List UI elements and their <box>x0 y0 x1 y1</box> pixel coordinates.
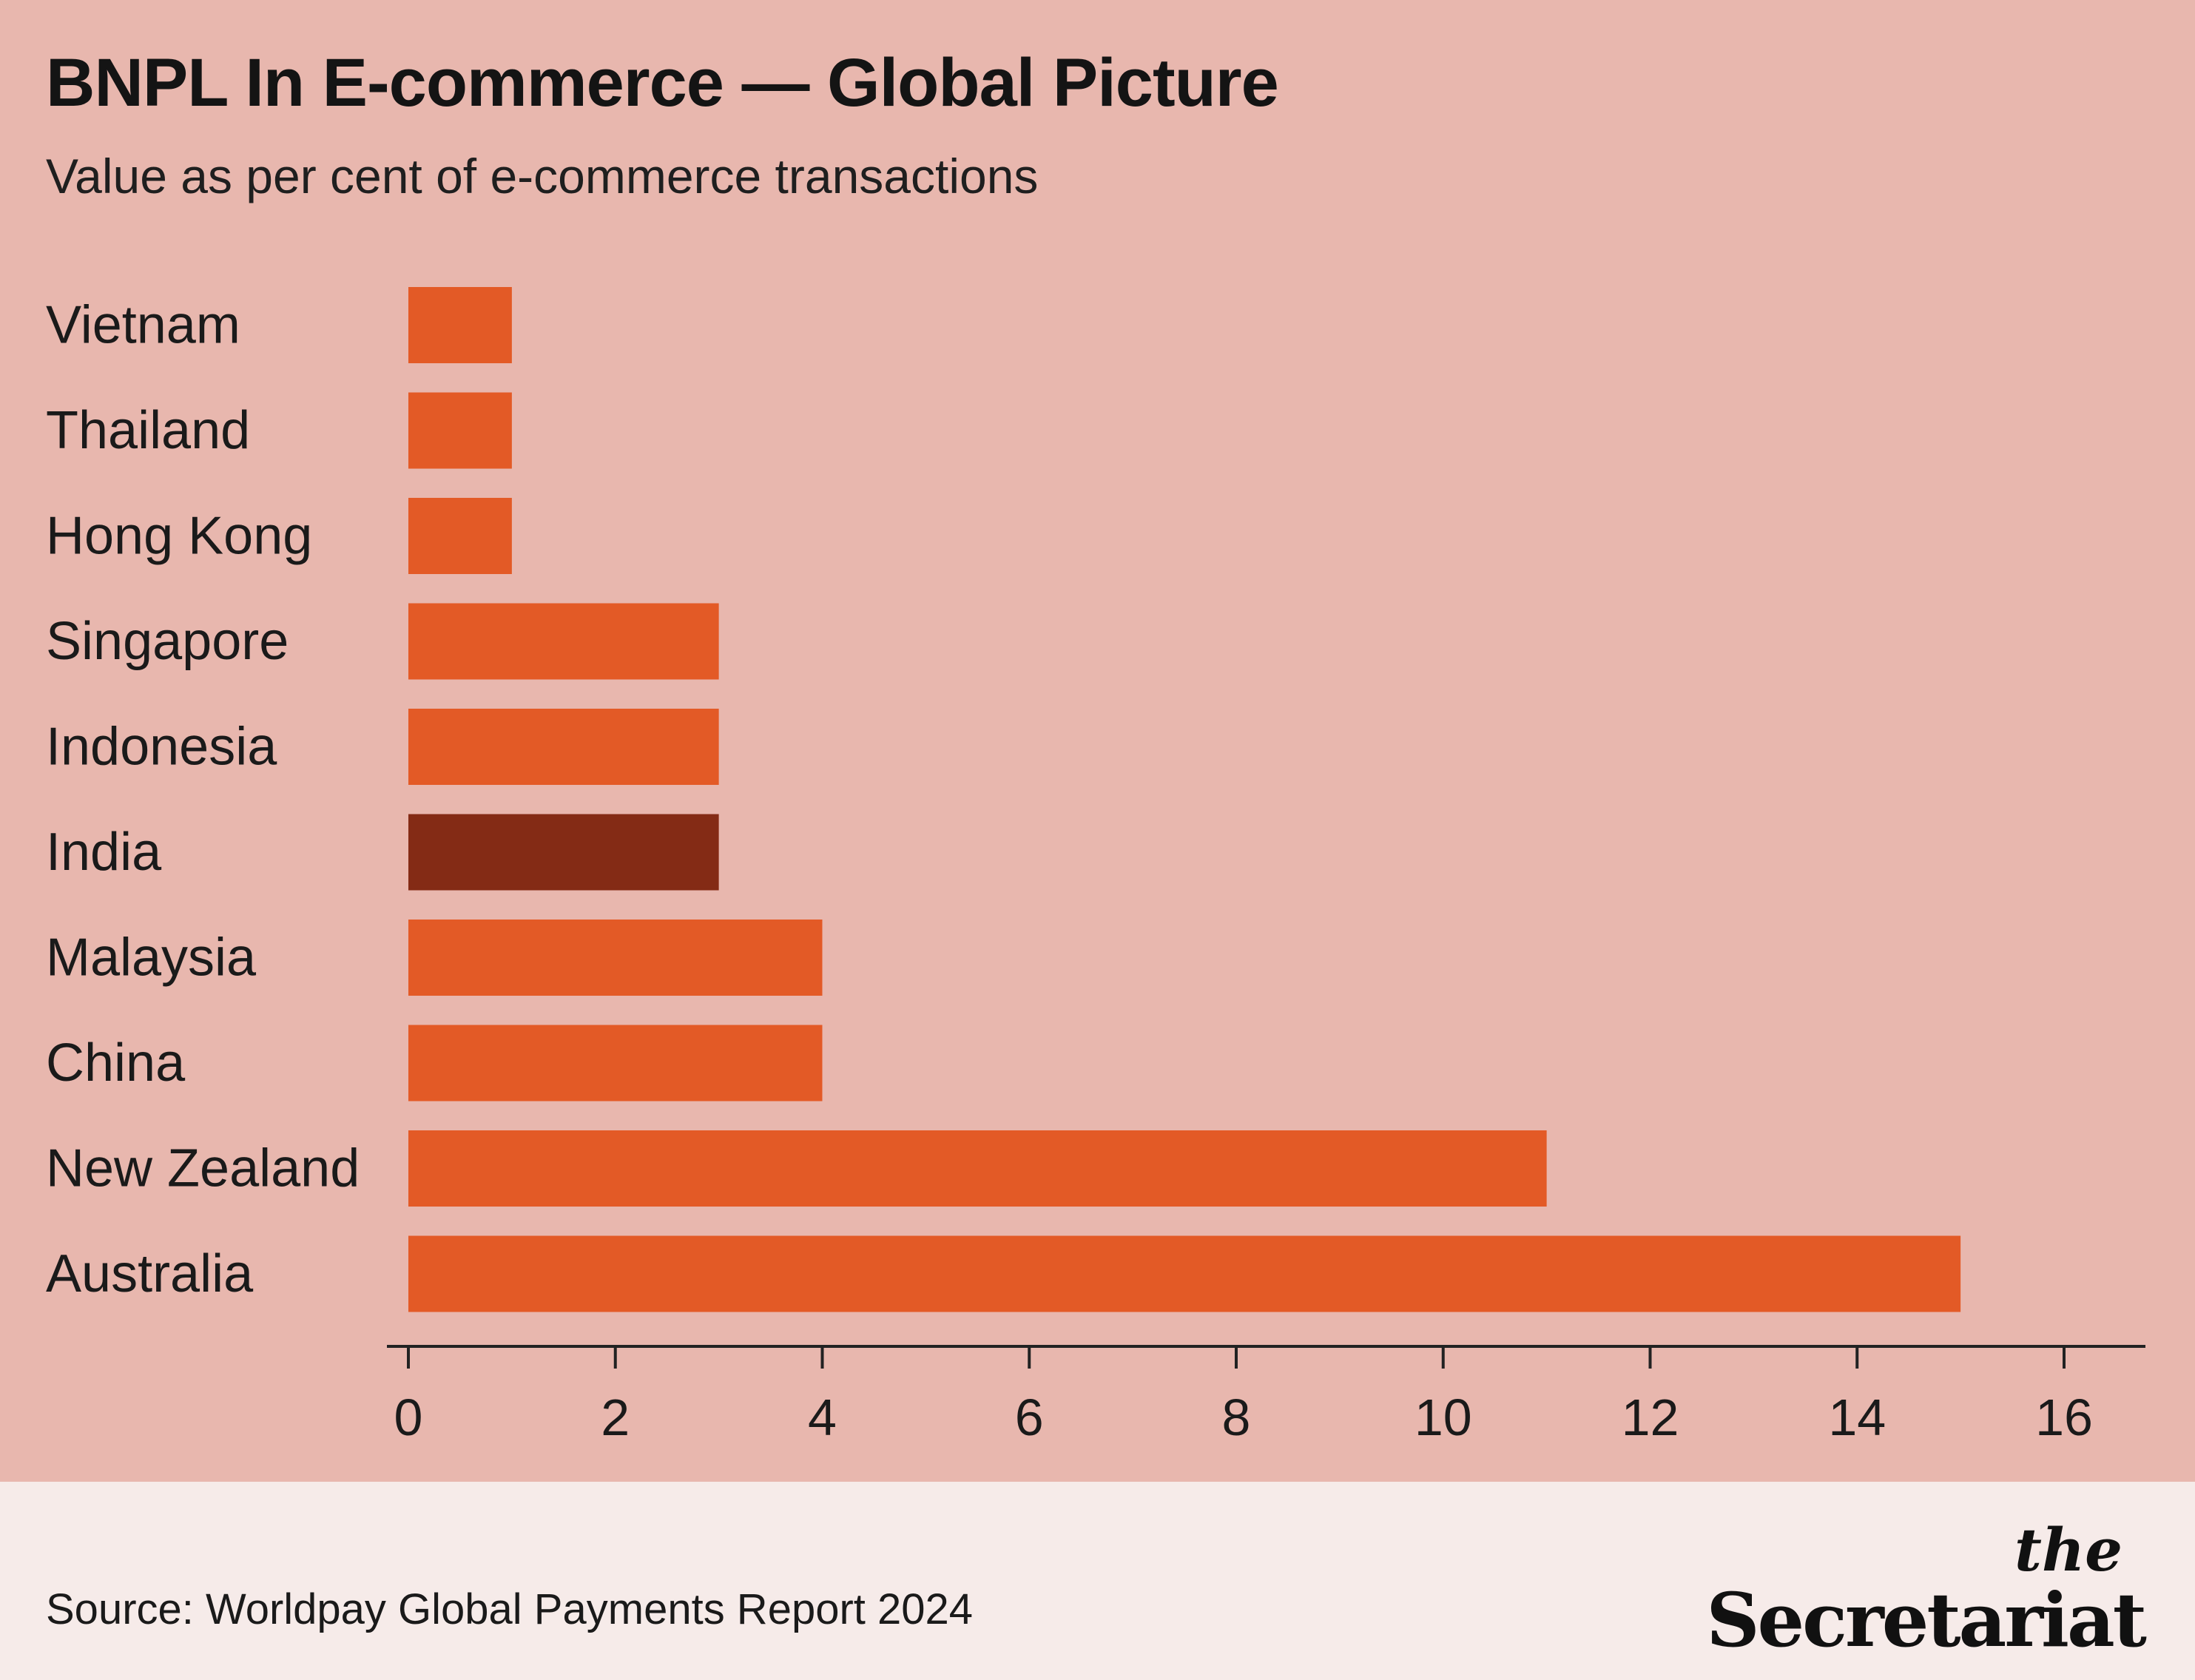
footer <box>0 1482 2195 1680</box>
category-label: Australia <box>46 1244 254 1303</box>
logo-name: Secretariat <box>1706 1576 2147 1664</box>
x-tick-label: 2 <box>601 1389 630 1446</box>
category-label: Malaysia <box>46 928 257 988</box>
logo-the: the <box>2014 1515 2122 1585</box>
bar-chart: Vietnam Thailand Hong Kong Singapore Indones… <box>46 287 2145 1446</box>
category-label: Hong Kong <box>46 507 312 566</box>
bar-australia <box>408 1235 1961 1312</box>
category-label: Thailand <box>46 401 250 460</box>
category-label: China <box>46 1033 186 1093</box>
chart-title: BNPL In E-commerce — Global Picture <box>46 45 1279 121</box>
bar-singapore <box>408 603 719 680</box>
bar-thailand <box>408 392 512 469</box>
bar-india <box>408 814 719 891</box>
x-tick-label: 14 <box>1828 1389 1886 1446</box>
chart-subtitle: Value as per cent of e-commerce transact… <box>46 149 1039 203</box>
x-tick-label: 16 <box>2035 1389 2093 1446</box>
bar-malaysia <box>408 920 823 996</box>
x-tick-label: 4 <box>808 1389 837 1446</box>
chart-panel <box>0 0 2195 1482</box>
category-label: Singapore <box>46 612 289 671</box>
bar-china <box>408 1025 823 1102</box>
x-tick-label: 10 <box>1415 1389 1472 1446</box>
category-label: New Zealand <box>46 1139 360 1198</box>
publisher-logo: the Secretariat <box>1706 1515 2147 1664</box>
x-tick-label: 8 <box>1222 1389 1251 1446</box>
x-tick-label: 12 <box>1622 1389 1679 1446</box>
category-label: India <box>46 823 162 882</box>
category-label: Vietnam <box>46 296 240 355</box>
source-note: Source: Worldpay Global Payments Report … <box>46 1585 974 1633</box>
category-label: Indonesia <box>46 718 277 777</box>
x-tick-label: 6 <box>1015 1389 1044 1446</box>
bar-vietnam <box>408 287 512 363</box>
bar-new-zealand <box>408 1130 1547 1207</box>
x-tick-label: 0 <box>394 1389 423 1446</box>
bar-indonesia <box>408 709 719 785</box>
bar-hong-kong <box>408 498 512 574</box>
